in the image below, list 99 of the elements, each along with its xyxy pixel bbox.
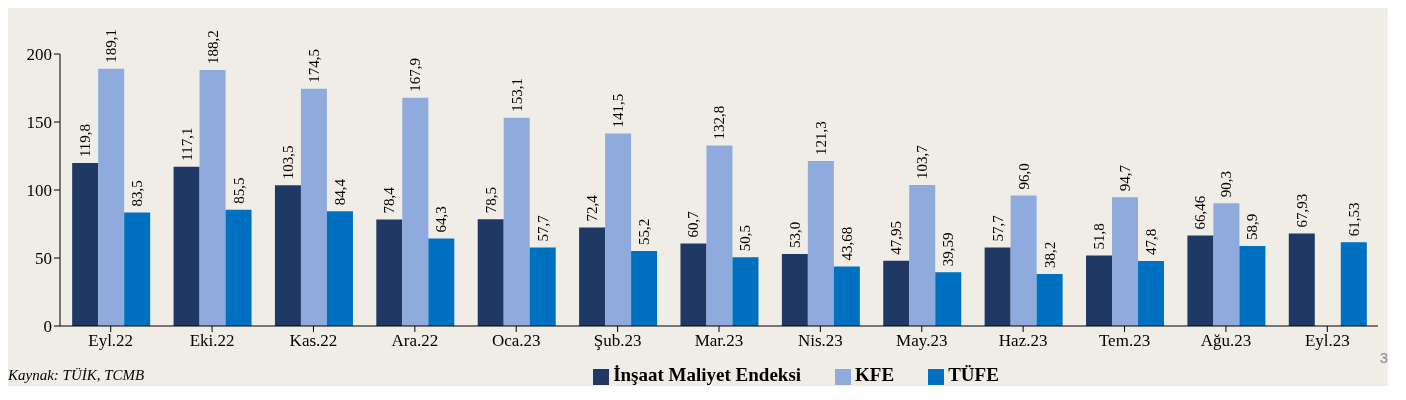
data-label: 83,5 xyxy=(129,180,146,207)
bar xyxy=(72,163,99,326)
x-tick-label: Haz.23 xyxy=(998,331,1048,351)
bar xyxy=(579,227,606,326)
data-label: 153,1 xyxy=(508,78,525,112)
bar xyxy=(376,219,403,326)
data-label: 57,7 xyxy=(989,214,1006,242)
data-label: 188,2 xyxy=(204,30,221,65)
bar xyxy=(1340,242,1367,326)
x-tick-label: Tem.23 xyxy=(1098,331,1151,351)
bar xyxy=(1010,195,1037,326)
data-label: 57,7 xyxy=(534,214,551,242)
bar xyxy=(300,88,327,326)
data-label: 103,5 xyxy=(279,145,296,180)
bar xyxy=(1112,197,1139,326)
bar xyxy=(781,253,808,326)
data-label: 47,95 xyxy=(888,221,905,255)
data-label: 85,5 xyxy=(230,177,247,204)
source-note: Kaynak: TÜİK, TCMB xyxy=(8,367,145,384)
bar xyxy=(706,145,733,326)
bar xyxy=(98,68,125,326)
x-tick-label: Mar.23 xyxy=(694,331,744,351)
x-tick-label: Eyl.23 xyxy=(1304,331,1350,351)
y-tick-label: 200 xyxy=(26,45,52,65)
data-label: 174,5 xyxy=(305,48,322,83)
bar xyxy=(477,219,504,326)
bar xyxy=(680,243,707,326)
page-number: 3 xyxy=(1379,349,1388,366)
bar xyxy=(402,97,429,326)
data-label: 141,5 xyxy=(610,93,627,128)
data-label: 167,9 xyxy=(407,57,424,92)
data-label: 72,4 xyxy=(584,194,601,222)
data-label: 51,8 xyxy=(1091,223,1108,250)
data-label: 121,3 xyxy=(812,121,829,156)
bar xyxy=(503,117,530,326)
data-label: 132,8 xyxy=(711,105,728,140)
bar xyxy=(1288,233,1315,326)
bar xyxy=(732,257,759,326)
data-label: 61,53 xyxy=(1345,202,1362,237)
data-label: 43,68 xyxy=(838,226,855,261)
bar xyxy=(124,212,151,326)
bar xyxy=(199,70,226,326)
data-label: 189,1 xyxy=(103,29,120,63)
legend-label: KFE xyxy=(855,364,895,385)
y-tick-label: 50 xyxy=(35,249,52,269)
data-label: 103,7 xyxy=(914,144,931,179)
bar xyxy=(1187,235,1214,326)
y-tick-label: 150 xyxy=(26,113,52,133)
data-label: 78,5 xyxy=(482,186,499,214)
bar xyxy=(1036,274,1063,326)
x-tick-label: May.23 xyxy=(896,331,948,351)
bar xyxy=(605,133,632,326)
data-label: 39,59 xyxy=(940,232,957,267)
bar xyxy=(225,209,252,326)
x-tick-label: Kas.22 xyxy=(289,331,338,351)
bar xyxy=(428,238,455,326)
x-tick-label: Oca.23 xyxy=(491,331,541,351)
x-tick-label: Nis.23 xyxy=(797,331,843,351)
bar xyxy=(833,266,860,326)
x-tick-label: Eki.22 xyxy=(189,331,235,351)
data-label: 90,3 xyxy=(1218,170,1235,198)
legend-label: TÜFE xyxy=(948,364,999,385)
data-label: 94,7 xyxy=(1117,164,1134,192)
bar xyxy=(807,161,834,326)
data-label: 117,1 xyxy=(178,127,195,161)
bar xyxy=(1138,260,1165,326)
x-tick-label: Ara.22 xyxy=(391,331,439,351)
x-tick-label: Eyl.22 xyxy=(88,331,134,351)
bar xyxy=(935,272,962,326)
data-label: 58,9 xyxy=(1244,213,1261,240)
data-label: 53,0 xyxy=(786,221,803,248)
data-label: 50,5 xyxy=(737,225,754,252)
data-label: 55,2 xyxy=(636,218,653,245)
data-label: 47,8 xyxy=(1143,228,1160,255)
bar xyxy=(274,185,301,326)
data-label: 96,0 xyxy=(1015,163,1032,190)
data-label: 67,93 xyxy=(1293,193,1310,228)
data-label: 84,4 xyxy=(331,178,348,206)
bar xyxy=(984,247,1011,326)
y-tick-label: 0 xyxy=(43,317,52,337)
bar xyxy=(173,166,200,326)
data-label: 38,2 xyxy=(1041,241,1058,269)
bar xyxy=(883,260,910,326)
bar xyxy=(529,247,556,326)
y-tick-label: 100 xyxy=(26,181,52,201)
bar xyxy=(1239,245,1266,326)
data-label: 78,4 xyxy=(381,186,398,214)
x-tick-label: Ağu.23 xyxy=(1200,331,1252,351)
data-label: 119,8 xyxy=(77,123,94,158)
data-label: 66,46 xyxy=(1192,195,1209,230)
x-tick-label: Şub.23 xyxy=(593,331,642,351)
bar xyxy=(1213,203,1240,326)
bar xyxy=(631,250,658,326)
bar xyxy=(326,211,353,326)
bar xyxy=(909,184,936,326)
data-label: 64,3 xyxy=(433,206,450,233)
bar xyxy=(1086,255,1113,326)
legend-label: İnşaat Maliyet Endeksi xyxy=(613,364,802,385)
data-label: 60,7 xyxy=(685,210,702,238)
